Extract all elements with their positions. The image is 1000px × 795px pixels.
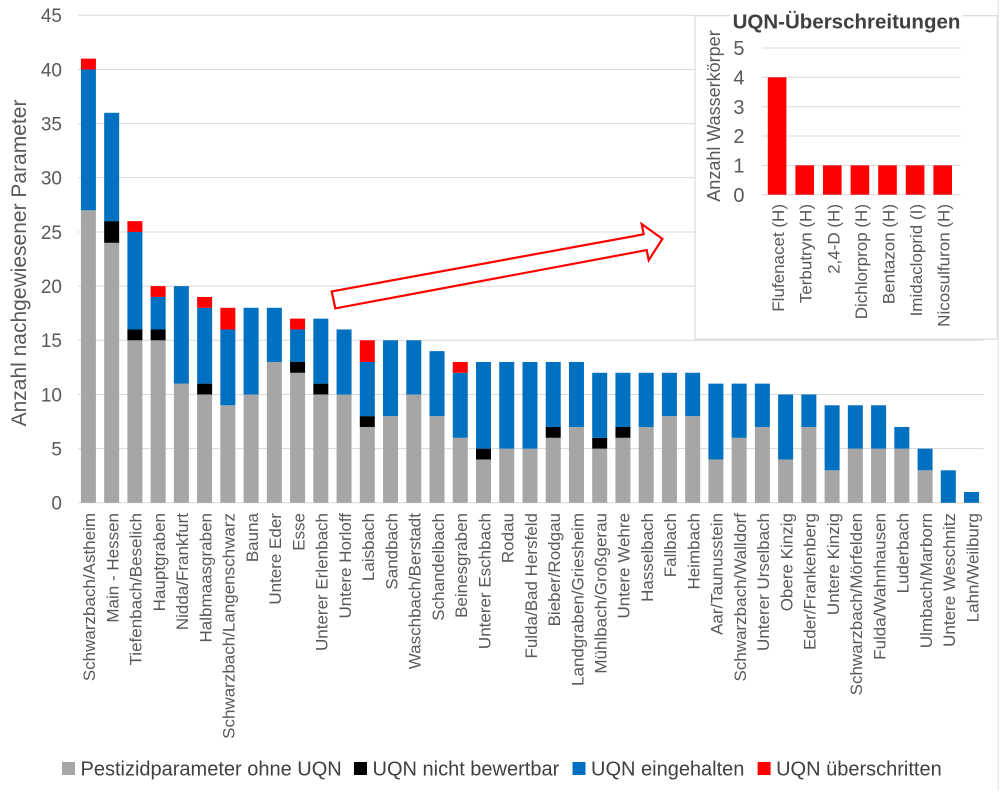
- svg-text:20: 20: [41, 277, 62, 298]
- svg-text:Schwarzbach/Mörfelden: Schwarzbach/Mörfelden: [847, 513, 866, 695]
- svg-text:40: 40: [41, 60, 62, 81]
- svg-text:Bauna: Bauna: [243, 512, 262, 562]
- svg-text:Fulda/Wahnhausen: Fulda/Wahnhausen: [870, 513, 889, 660]
- svg-text:Luderbach: Luderbach: [894, 513, 913, 593]
- svg-text:5: 5: [51, 440, 62, 461]
- svg-text:2,4-D (H): 2,4-D (H): [824, 204, 843, 274]
- svg-text:Schandelbach: Schandelbach: [429, 513, 448, 621]
- svg-text:Fallbach: Fallbach: [661, 513, 680, 577]
- svg-text:Fulda/Bad Hersfeld: Fulda/Bad Hersfeld: [522, 513, 541, 659]
- svg-text:Bieber/Rodgau: Bieber/Rodgau: [545, 513, 564, 626]
- svg-text:Pestizidparameter ohne UQN: Pestizidparameter ohne UQN: [81, 759, 342, 781]
- svg-text:Heimbach: Heimbach: [684, 513, 703, 590]
- svg-text:Obere Kinzig: Obere Kinzig: [777, 513, 796, 611]
- svg-text:45: 45: [41, 6, 62, 27]
- svg-text:UQN überschritten: UQN überschritten: [776, 759, 942, 781]
- svg-text:Schwarzbach/Walldorf: Schwarzbach/Walldorf: [731, 513, 750, 682]
- svg-text:Nidda/Frankfurt: Nidda/Frankfurt: [173, 513, 192, 630]
- svg-text:35: 35: [41, 115, 62, 136]
- svg-text:Lahn/Weilburg: Lahn/Weilburg: [963, 513, 982, 622]
- svg-text:Terbutryn (H): Terbutryn (H): [797, 204, 816, 303]
- svg-text:Aar/Taunusstein: Aar/Taunusstein: [708, 513, 727, 635]
- svg-text:Untere Kinzig: Untere Kinzig: [824, 513, 843, 615]
- svg-text:Unterer Eschbach: Unterer Eschbach: [475, 513, 494, 649]
- svg-text:Anzahl Wasserkörper: Anzahl Wasserkörper: [704, 30, 724, 201]
- svg-text:30: 30: [41, 169, 62, 190]
- svg-text:3: 3: [733, 97, 744, 119]
- svg-text:15: 15: [41, 331, 62, 352]
- svg-text:Nicosulfuron (H): Nicosulfuron (H): [935, 204, 954, 327]
- svg-text:Unterer Erlenbach: Unterer Erlenbach: [313, 513, 332, 651]
- svg-text:1: 1: [733, 156, 744, 178]
- svg-text:Halbmaasgraben: Halbmaasgraben: [196, 513, 215, 642]
- svg-text:Esse: Esse: [289, 513, 308, 551]
- svg-text:Schwarzbach/Langenschwarz: Schwarzbach/Langenschwarz: [220, 513, 239, 739]
- svg-text:Hasselbach: Hasselbach: [638, 513, 657, 602]
- svg-text:Untere Weschnitz: Untere Weschnitz: [940, 513, 959, 647]
- svg-text:4: 4: [733, 68, 744, 90]
- svg-text:25: 25: [41, 223, 62, 244]
- svg-text:Untere Eder: Untere Eder: [266, 513, 285, 605]
- svg-text:10: 10: [41, 385, 62, 406]
- svg-text:0: 0: [733, 185, 744, 207]
- svg-text:Flufenacet (H): Flufenacet (H): [769, 204, 788, 312]
- svg-text:0: 0: [51, 494, 62, 515]
- svg-text:5: 5: [733, 38, 744, 60]
- svg-text:UQN eingehalten: UQN eingehalten: [591, 759, 744, 781]
- svg-text:Landgraben/Griesheim: Landgraben/Griesheim: [568, 513, 587, 686]
- svg-text:Mühlbach/Großgerau: Mühlbach/Großgerau: [592, 513, 611, 674]
- svg-text:Bentazon (H): Bentazon (H): [880, 204, 899, 304]
- svg-text:Untere Wehre: Untere Wehre: [615, 513, 634, 619]
- svg-text:Dichlorprop (H): Dichlorprop (H): [852, 204, 871, 319]
- svg-text:Untere Horloff: Untere Horloff: [336, 513, 355, 619]
- svg-text:Schwarzbach/Astheim: Schwarzbach/Astheim: [80, 513, 99, 681]
- svg-text:UQN-Überschreitungen: UQN-Überschreitungen: [733, 11, 961, 34]
- svg-text:Eder/Frankenberg: Eder/Frankenberg: [801, 513, 820, 650]
- svg-text:Rodau: Rodau: [499, 513, 518, 563]
- svg-text:Waschbach/Berstadt: Waschbach/Berstadt: [406, 513, 425, 669]
- svg-text:Laisbach: Laisbach: [359, 513, 378, 581]
- svg-text:Anzahl nachgewiesener Paramete: Anzahl nachgewiesener Parameter: [8, 100, 31, 427]
- svg-text:UQN nicht bewertbar: UQN nicht bewertbar: [373, 759, 560, 781]
- svg-text:Sandbach: Sandbach: [382, 513, 401, 590]
- svg-text:Beinesgraben: Beinesgraben: [452, 513, 471, 618]
- svg-text:Main - Hessen: Main - Hessen: [103, 513, 122, 623]
- svg-text:Ulmbach/Marborn: Ulmbach/Marborn: [917, 513, 936, 648]
- svg-text:Imidacloprid (I): Imidacloprid (I): [907, 204, 926, 316]
- svg-text:2: 2: [733, 126, 744, 148]
- svg-text:Unterer Urselbach: Unterer Urselbach: [754, 513, 773, 651]
- svg-text:Hauptgraben: Hauptgraben: [150, 513, 169, 611]
- svg-text:Tiefenbach/Beselich: Tiefenbach/Beselich: [127, 513, 146, 665]
